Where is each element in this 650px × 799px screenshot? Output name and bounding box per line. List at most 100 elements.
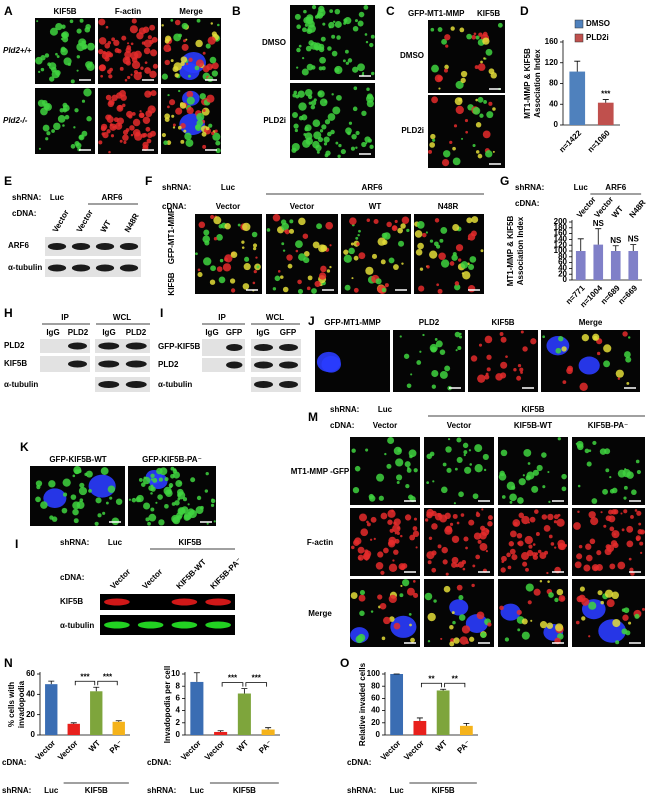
micrograph-spot [175, 107, 183, 115]
micrograph-spot [115, 498, 123, 505]
micrograph-spot [476, 611, 485, 620]
panel-letter: I [160, 306, 163, 320]
micrograph-spot [488, 68, 495, 75]
micrograph-spot [111, 37, 116, 42]
micrograph-spot [327, 113, 336, 121]
blot-label: KIF5B [4, 359, 27, 368]
micrograph-spot [98, 18, 106, 26]
micrograph-spot [459, 636, 469, 645]
blot-band [119, 243, 139, 250]
micrograph-spot [351, 448, 356, 453]
y-tick-label: 20 [558, 269, 567, 278]
micrograph-spot [304, 124, 312, 132]
micrograph-spot [197, 272, 203, 278]
micrograph-spot [509, 500, 513, 504]
micrograph-spot [131, 497, 137, 503]
micrograph-spot [624, 351, 631, 358]
micrograph-spot [361, 110, 367, 116]
micrograph-spot [314, 280, 321, 288]
micrograph-spot [609, 563, 616, 570]
y-tick-label: 140 [554, 235, 568, 244]
micrograph-spot [370, 516, 377, 523]
micrograph-spot [463, 450, 468, 455]
micrograph-spot [350, 592, 358, 599]
micrograph-spot [440, 227, 448, 234]
micrograph-spot [579, 586, 585, 592]
micrograph-spot [294, 128, 298, 133]
x-tick-label: Vector [33, 739, 57, 763]
micrograph-spot [516, 532, 523, 539]
micrograph-spot [305, 45, 312, 52]
micrograph-spot [149, 24, 156, 31]
micrograph-spot [206, 522, 209, 525]
x-tick-label: Vector [402, 739, 426, 763]
micrograph-spot [455, 349, 458, 352]
micrograph-spot [410, 373, 413, 376]
micrograph-spot [134, 132, 143, 141]
micrograph-spot [542, 485, 546, 489]
micrograph-spot [105, 501, 109, 505]
micrograph-spot [588, 601, 597, 610]
micrograph-spot [626, 525, 634, 533]
micrograph-spot [335, 141, 339, 145]
micrograph-spot [543, 525, 551, 532]
blot [100, 615, 235, 635]
lane-label: PLD2 [68, 328, 89, 337]
micrograph-spot [243, 263, 251, 271]
micrograph-spot [469, 636, 475, 642]
label: Luc [378, 405, 393, 414]
micrograph-spot [440, 259, 450, 268]
micrograph-spot [373, 218, 379, 225]
micrograph-spot [613, 533, 617, 536]
micrograph-spot [471, 583, 475, 588]
micrograph-spot [344, 49, 349, 54]
micrograph-spot [70, 494, 77, 500]
micrograph-spot [306, 286, 311, 291]
micrograph-spot [113, 39, 120, 47]
micrograph-spot [347, 58, 353, 63]
micrograph-spot [487, 521, 493, 527]
micrograph-spot [472, 107, 481, 115]
micrograph-spot [165, 35, 172, 42]
micrograph-spot [422, 232, 427, 238]
micrograph-spot [624, 468, 627, 471]
y-tick-label: 120 [554, 240, 568, 249]
blot-label: α-tubulin [8, 263, 42, 272]
micrograph-spot [440, 486, 448, 494]
micrograph-spot [181, 22, 189, 30]
micrograph-spot [369, 538, 373, 541]
y-tick-label: 40 [371, 706, 380, 715]
micrograph-spot [606, 544, 615, 553]
micrograph-spot [83, 88, 92, 97]
micrograph-spot [511, 554, 518, 561]
micrograph-spot [98, 37, 107, 45]
micrograph-spot [272, 287, 277, 291]
blot-band [279, 381, 298, 388]
micrograph-spot [202, 108, 206, 112]
micrograph-spot [474, 65, 479, 69]
micrograph-spot [477, 539, 482, 544]
micrograph-spot [415, 248, 423, 256]
micrograph-spot [320, 265, 327, 273]
micrograph-spot [380, 259, 386, 265]
micrograph-spot [38, 147, 41, 150]
micrograph-spot [548, 534, 553, 539]
micrograph-spot [454, 331, 461, 338]
micrograph-spot [139, 112, 145, 118]
significance: *** [601, 90, 611, 99]
micrograph-spot [55, 22, 63, 31]
micrograph-spot [370, 34, 375, 39]
error-bar [193, 672, 200, 682]
error-bar [48, 680, 55, 685]
micrograph-spot [460, 70, 468, 78]
micrograph-spot [434, 512, 443, 521]
micrograph-spot [152, 477, 158, 483]
panel-letter: K [20, 440, 29, 454]
micrograph-spot [454, 97, 463, 106]
micrograph-spot [523, 448, 532, 457]
micrograph-spot [177, 125, 182, 130]
micrograph-spot [44, 53, 50, 58]
micrograph-spot [312, 140, 320, 149]
micrograph-spot [360, 528, 369, 537]
